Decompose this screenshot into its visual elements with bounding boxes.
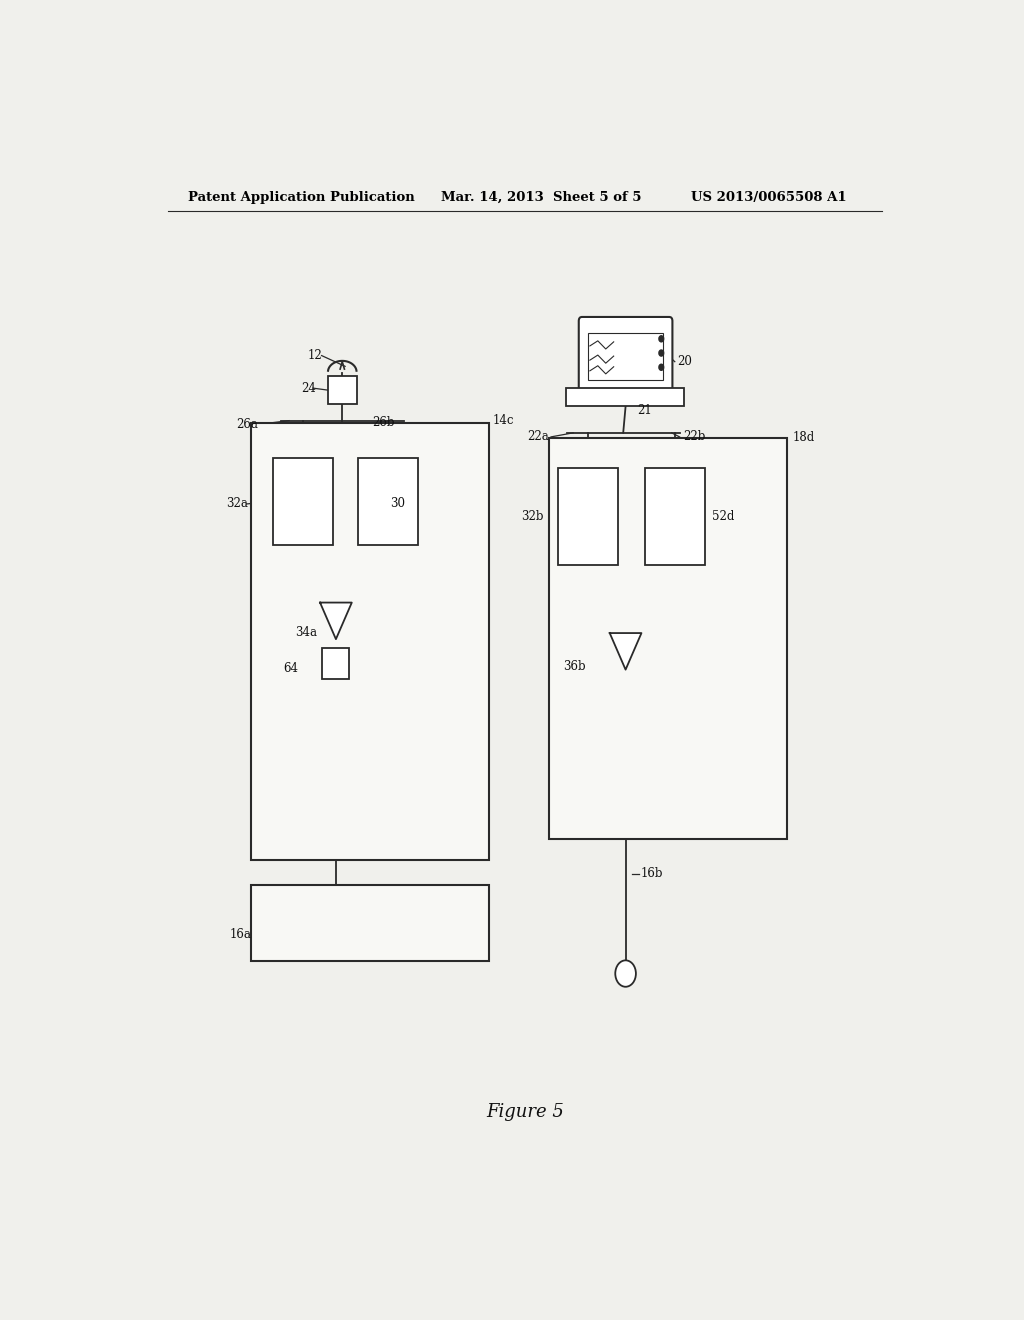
- Text: 64: 64: [283, 663, 298, 675]
- Text: 22a: 22a: [527, 430, 549, 444]
- Text: 16a: 16a: [229, 928, 252, 941]
- Text: 52d: 52d: [712, 510, 734, 523]
- Text: Patent Application Publication: Patent Application Publication: [187, 190, 415, 203]
- Text: 16b: 16b: [641, 867, 664, 880]
- Bar: [566, 388, 684, 407]
- Text: 21: 21: [638, 404, 652, 417]
- Text: 14c: 14c: [494, 414, 514, 428]
- Bar: [328, 376, 356, 404]
- Bar: [251, 422, 489, 859]
- Circle shape: [658, 350, 664, 356]
- Bar: [558, 469, 617, 565]
- Text: 36b: 36b: [563, 660, 586, 673]
- Circle shape: [658, 335, 664, 342]
- Text: 26a: 26a: [236, 418, 258, 432]
- Circle shape: [615, 961, 636, 987]
- Text: US 2013/0065508 A1: US 2013/0065508 A1: [691, 190, 847, 203]
- Text: 20: 20: [677, 355, 692, 368]
- Bar: [358, 458, 418, 545]
- Polygon shape: [321, 602, 352, 639]
- Text: 12: 12: [307, 348, 323, 362]
- Text: 26b: 26b: [373, 416, 395, 429]
- Text: Figure 5: Figure 5: [485, 1102, 564, 1121]
- Bar: [323, 648, 349, 678]
- FancyBboxPatch shape: [579, 317, 673, 396]
- Text: 32a: 32a: [226, 498, 248, 511]
- Text: 30: 30: [390, 498, 404, 511]
- Polygon shape: [609, 634, 641, 669]
- Text: Mar. 14, 2013  Sheet 5 of 5: Mar. 14, 2013 Sheet 5 of 5: [441, 190, 642, 203]
- Bar: [273, 458, 333, 545]
- Text: 24: 24: [301, 381, 315, 395]
- Circle shape: [658, 364, 664, 371]
- Bar: [251, 886, 489, 961]
- Bar: [645, 469, 705, 565]
- Bar: [588, 333, 663, 380]
- Text: 18d: 18d: [793, 432, 815, 445]
- Text: 34a: 34a: [295, 626, 316, 639]
- Bar: [549, 438, 786, 840]
- Text: 22b: 22b: [684, 430, 706, 444]
- Text: 32b: 32b: [521, 510, 544, 523]
